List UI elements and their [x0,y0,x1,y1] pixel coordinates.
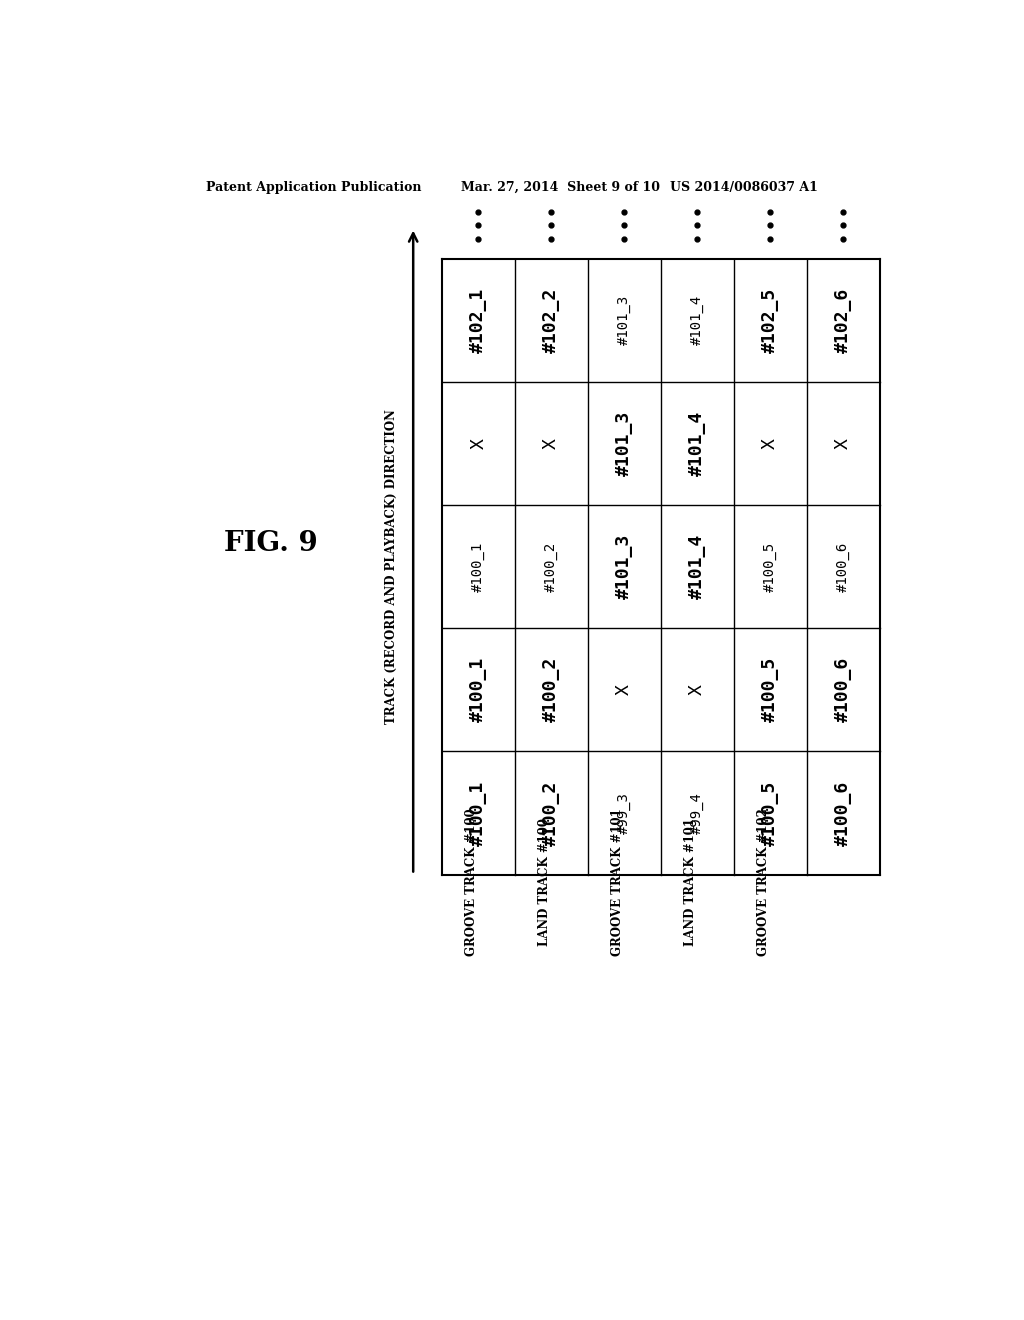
Text: US 2014/0086037 A1: US 2014/0086037 A1 [671,181,818,194]
Text: GROOVE TRACK #101: GROOVE TRACK #101 [611,808,625,956]
Text: LAND TRACK #100: LAND TRACK #100 [539,818,551,946]
Text: #101_3: #101_3 [615,533,633,599]
Text: TRACK (RECORD AND PLAYBACK) DIRECTION: TRACK (RECORD AND PLAYBACK) DIRECTION [385,409,398,723]
Text: #100_2: #100_2 [545,541,558,591]
Text: #100_5: #100_5 [761,780,779,846]
Text: X: X [469,438,487,449]
Text: FIG. 9: FIG. 9 [224,529,318,557]
Text: LAND TRACK #101: LAND TRACK #101 [684,818,697,946]
Text: #100_6: #100_6 [835,780,852,846]
Text: #100_1: #100_1 [469,780,487,846]
Text: #102_2: #102_2 [543,288,560,352]
Text: #99_4: #99_4 [690,792,705,834]
Text: #102_5: #102_5 [761,288,779,352]
Text: X: X [615,684,633,696]
Text: #100_5: #100_5 [761,657,779,722]
Text: #101_4: #101_4 [690,294,705,346]
Text: #101_4: #101_4 [688,411,707,477]
Text: #100_5: #100_5 [763,541,777,591]
Text: X: X [761,438,779,449]
Text: Patent Application Publication: Patent Application Publication [206,181,421,194]
Text: #100_1: #100_1 [471,541,485,591]
Text: #100_2: #100_2 [543,780,560,846]
Text: #101_3: #101_3 [617,294,632,346]
Text: GROOVE TRACK #100: GROOVE TRACK #100 [465,808,478,956]
Text: X: X [688,684,707,696]
Text: #99_3: #99_3 [617,792,632,834]
Text: X: X [835,438,852,449]
Text: #101_3: #101_3 [615,411,633,477]
Text: #101_4: #101_4 [688,533,707,599]
Text: #100_6: #100_6 [837,541,850,591]
Text: #100_6: #100_6 [835,657,852,722]
Text: #102_6: #102_6 [835,288,852,352]
Text: GROOVE TRACK #102: GROOVE TRACK #102 [758,808,770,956]
Text: #100_1: #100_1 [469,657,487,722]
Text: Mar. 27, 2014  Sheet 9 of 10: Mar. 27, 2014 Sheet 9 of 10 [461,181,660,194]
Text: #102_1: #102_1 [469,288,487,352]
Text: X: X [543,438,560,449]
Text: #100_2: #100_2 [543,657,560,722]
